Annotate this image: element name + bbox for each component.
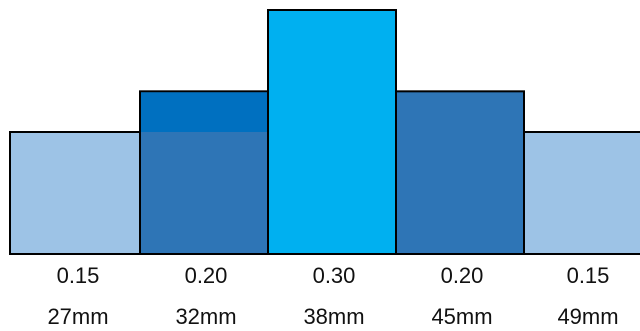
value-label-45mm: 0.20 (441, 263, 484, 288)
bars-group (9, 9, 640, 256)
category-label-45mm: 45mm (431, 304, 492, 329)
bar-27mm (9, 131, 141, 255)
bar-49mm (523, 131, 640, 255)
category-label-49mm: 49mm (557, 304, 618, 329)
labels-group: 0.15 27mm 0.20 32mm 0.30 38mm 0.20 45mm 0.15 49mm (47, 263, 618, 329)
category-label-32mm: 32mm (175, 304, 236, 329)
value-label-32mm: 0.20 (185, 263, 228, 288)
bar-45mm (395, 90, 525, 256)
bar-38mm (267, 9, 397, 255)
value-label-38mm: 0.30 (313, 263, 356, 288)
value-label-49mm: 0.15 (567, 263, 610, 288)
bar-overlay-band (141, 92, 267, 132)
value-label-27mm: 0.15 (57, 263, 100, 288)
category-label-38mm: 38mm (303, 304, 364, 329)
category-label-27mm: 27mm (47, 304, 108, 329)
